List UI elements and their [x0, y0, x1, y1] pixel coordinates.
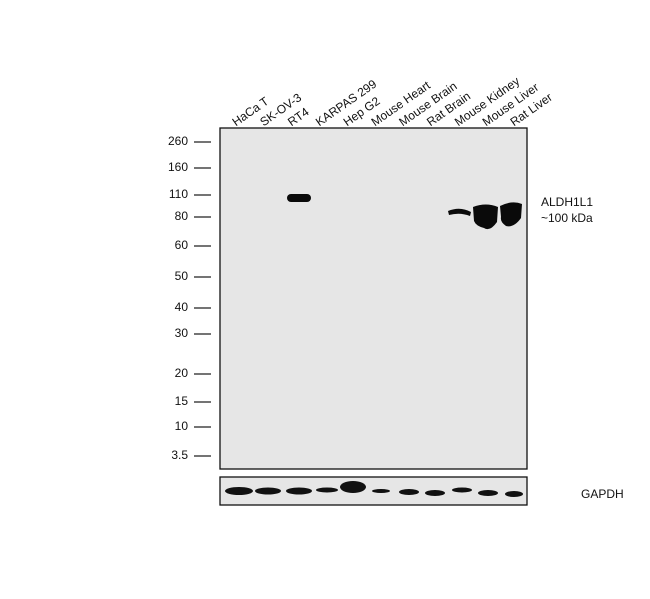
marker-label: 40 — [175, 300, 189, 314]
blot-panel — [219, 127, 528, 470]
band — [372, 489, 390, 493]
marker-label: 160 — [168, 160, 188, 174]
target-name: ALDH1L1 — [541, 195, 593, 209]
band — [425, 490, 445, 496]
band — [500, 202, 522, 227]
marker-label: 80 — [175, 209, 189, 223]
band — [340, 481, 366, 493]
marker-label: 60 — [175, 238, 189, 252]
band — [316, 487, 338, 493]
loading-control-label: GAPDH — [581, 487, 624, 501]
marker-label: 30 — [175, 326, 189, 340]
marker-label: 3.5 — [171, 448, 188, 462]
marker-label: 15 — [175, 394, 189, 408]
marker-label: 110 — [169, 187, 188, 201]
band — [452, 487, 472, 493]
band — [225, 487, 253, 495]
band — [399, 489, 419, 495]
band — [255, 487, 281, 495]
band — [286, 487, 312, 495]
marker-label: 50 — [175, 269, 189, 283]
target-bands — [287, 194, 522, 230]
band — [478, 490, 498, 496]
target-size: ~100 kDa — [541, 211, 593, 225]
marker-label: 10 — [175, 419, 189, 433]
gapdh-bands — [225, 481, 523, 497]
marker-label: 260 — [168, 134, 188, 148]
marker-label: 20 — [175, 366, 189, 380]
band — [287, 194, 311, 202]
band — [448, 208, 471, 216]
band — [473, 204, 498, 230]
band — [505, 491, 523, 497]
